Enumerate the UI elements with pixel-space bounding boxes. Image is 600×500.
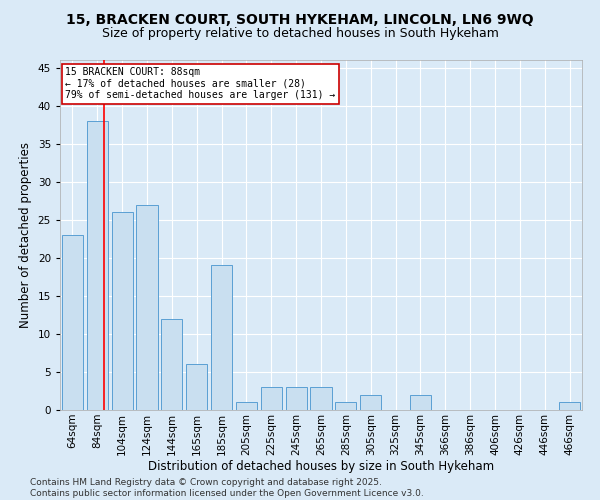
Bar xyxy=(310,387,332,410)
Bar xyxy=(136,204,158,410)
Bar xyxy=(261,387,282,410)
Bar xyxy=(360,395,381,410)
Text: Contains HM Land Registry data © Crown copyright and database right 2025.
Contai: Contains HM Land Registry data © Crown c… xyxy=(30,478,424,498)
Text: 15 BRACKEN COURT: 88sqm
← 17% of detached houses are smaller (28)
79% of semi-de: 15 BRACKEN COURT: 88sqm ← 17% of detache… xyxy=(65,67,335,100)
Bar xyxy=(410,395,431,410)
Bar xyxy=(87,121,108,410)
Bar xyxy=(161,318,182,410)
Bar xyxy=(186,364,207,410)
Bar xyxy=(559,402,580,410)
Y-axis label: Number of detached properties: Number of detached properties xyxy=(19,142,32,328)
Bar xyxy=(62,235,83,410)
Text: 15, BRACKEN COURT, SOUTH HYKEHAM, LINCOLN, LN6 9WQ: 15, BRACKEN COURT, SOUTH HYKEHAM, LINCOL… xyxy=(66,12,534,26)
Bar xyxy=(335,402,356,410)
Bar xyxy=(286,387,307,410)
Bar xyxy=(236,402,257,410)
Bar xyxy=(211,266,232,410)
Text: Size of property relative to detached houses in South Hykeham: Size of property relative to detached ho… xyxy=(101,28,499,40)
Bar xyxy=(112,212,133,410)
X-axis label: Distribution of detached houses by size in South Hykeham: Distribution of detached houses by size … xyxy=(148,460,494,473)
